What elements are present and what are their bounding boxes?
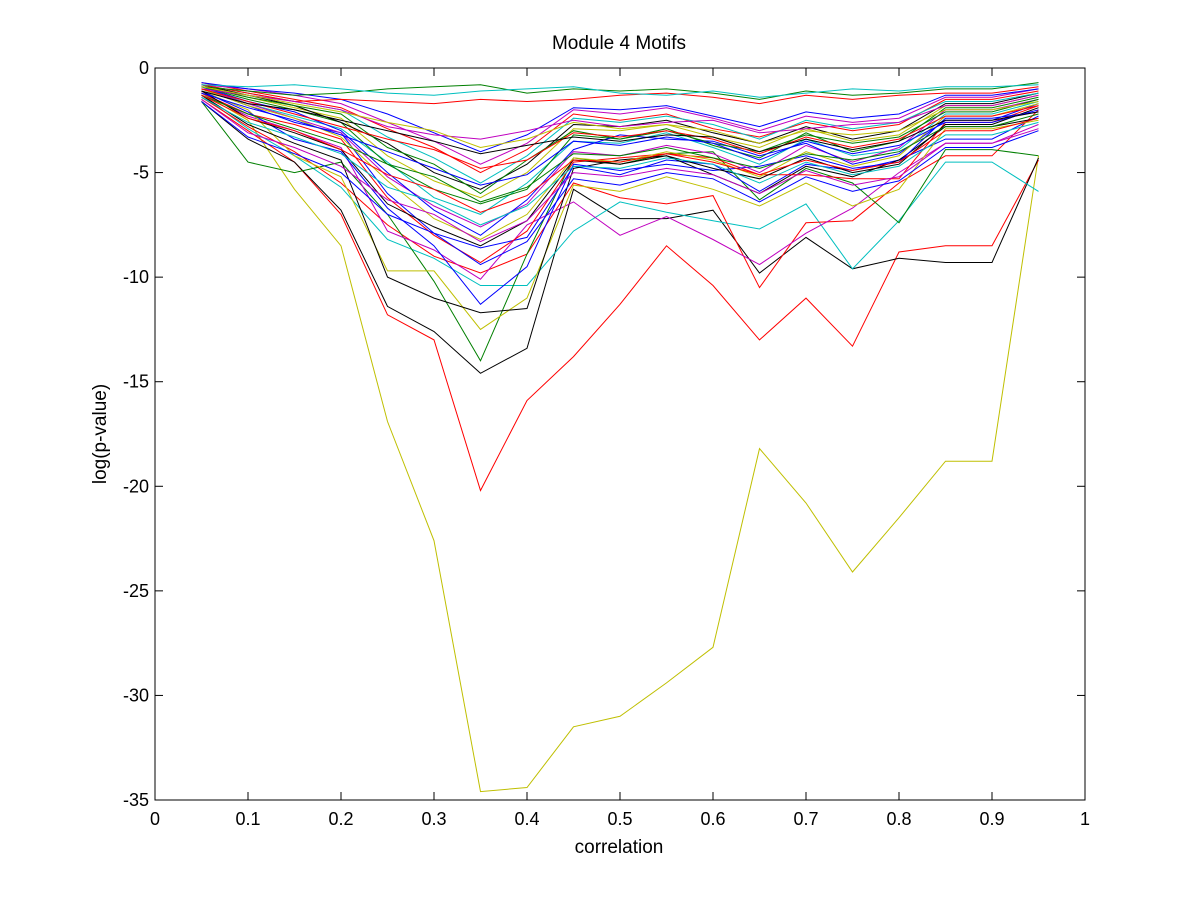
x-tick-label: 0.6 — [700, 809, 725, 829]
series-line-31 — [201, 88, 1039, 169]
series-line-26 — [201, 84, 1039, 105]
series-line-35 — [201, 96, 1039, 226]
series-line-7 — [201, 92, 1039, 280]
series-line-33 — [201, 90, 1039, 155]
series-line-38 — [201, 101, 1039, 266]
y-tick-label: -30 — [123, 685, 149, 705]
chart-title: Module 4 Motifs — [552, 33, 686, 54]
series-line-5 — [201, 96, 1039, 289]
series-line-19 — [201, 82, 1039, 174]
x-tick-label: 0 — [150, 809, 160, 829]
series-line-1 — [201, 92, 1039, 793]
y-tick-label: -25 — [123, 581, 149, 601]
series-line-37 — [201, 94, 1039, 213]
series-line-13 — [201, 86, 1039, 215]
axis-ticks: 0 0.1 0.2 0.3 0.4 0.5 0.6 0.7 0.8 0.9 1 0 -5 -10 -15 -2… — [123, 58, 1090, 829]
y-axis-title: log(p-value) — [90, 384, 111, 484]
x-tick-label: 0.2 — [328, 809, 353, 829]
series-line-18 — [201, 86, 1039, 236]
x-axis-title: correlation — [575, 837, 664, 858]
x-tick-label: 0.9 — [979, 809, 1004, 829]
series-line-4 — [201, 94, 1039, 286]
series-line-27 — [201, 82, 1039, 100]
series-line-2 — [201, 98, 1039, 492]
series-line-32 — [201, 86, 1039, 149]
y-tick-label: -20 — [123, 476, 149, 496]
series-line-11 — [201, 92, 1039, 264]
series-layer — [201, 82, 1039, 793]
x-tick-label: 0.7 — [793, 809, 818, 829]
x-tick-label: 0.5 — [607, 809, 632, 829]
y-tick-label: -5 — [133, 163, 149, 183]
series-line-21 — [201, 84, 1039, 165]
series-line-34 — [201, 94, 1039, 203]
x-tick-label: 0.4 — [514, 809, 539, 829]
x-tick-label: 0.8 — [886, 809, 911, 829]
series-line-9 — [201, 90, 1039, 331]
y-tick-label: 0 — [139, 58, 149, 78]
y-tick-label: -10 — [123, 267, 149, 287]
x-tick-label: 1 — [1080, 809, 1090, 829]
y-tick-label: -15 — [123, 372, 149, 392]
series-line-22 — [201, 86, 1039, 195]
series-line-3 — [201, 101, 1039, 374]
series-line-30 — [201, 92, 1039, 186]
series-line-29 — [201, 88, 1039, 140]
series-line-28 — [201, 84, 1039, 98]
series-line-16 — [201, 84, 1039, 199]
y-tick-label: -35 — [123, 790, 149, 810]
series-line-36 — [201, 98, 1039, 243]
x-tick-label: 0.3 — [421, 809, 446, 829]
series-line-10 — [201, 94, 1039, 314]
x-tick-label: 0.1 — [235, 809, 260, 829]
